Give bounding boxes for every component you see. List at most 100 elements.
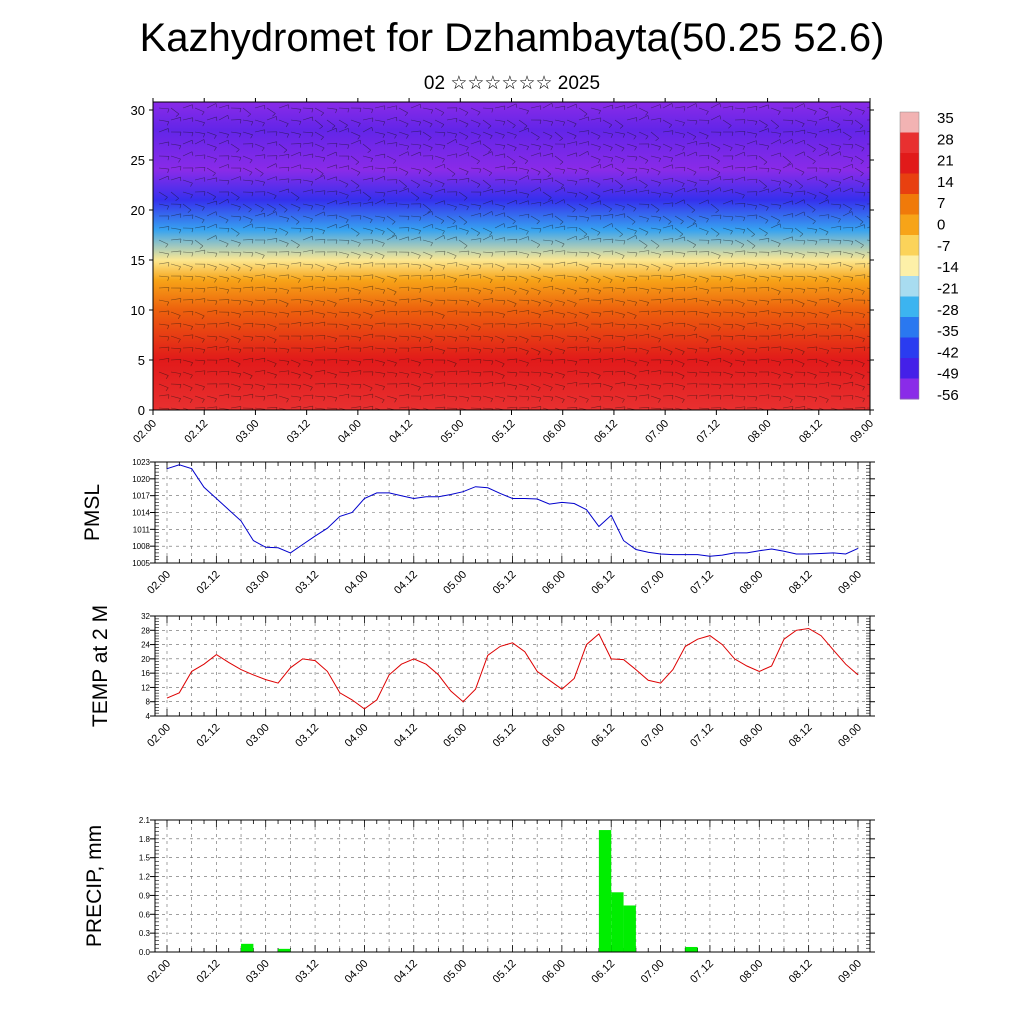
- wind-barb: [422, 223, 433, 229]
- wind-barb-flag: [755, 265, 758, 270]
- wind-barb: [278, 154, 289, 157]
- wind-barb: [422, 143, 433, 148]
- wind-barb-flag: [358, 254, 361, 259]
- wind-barb: [602, 163, 613, 169]
- wind-barb-flag: [742, 361, 746, 366]
- wind-barb: [662, 407, 674, 409]
- wind-barb: [266, 323, 277, 328]
- wind-barb-flag: [850, 267, 853, 271]
- wind-barb-flag: [583, 233, 588, 237]
- wind-barb-flag: [212, 172, 216, 177]
- wind-barb-flag: [729, 363, 733, 368]
- wind-barb-flag: [299, 385, 302, 390]
- wind-barb: [194, 395, 205, 400]
- x-tick-label: 09.00: [848, 418, 876, 446]
- wind-barb: [290, 383, 301, 386]
- wind-barb: [530, 251, 541, 254]
- wind-barb-flag: [742, 314, 746, 318]
- wind-barb-flag: [331, 125, 336, 129]
- wind-barb-flag: [491, 311, 494, 316]
- wind-barb-flag: [767, 277, 770, 282]
- wind-barb: [866, 179, 870, 181]
- wind-barb: [770, 215, 781, 221]
- wind-barb: [818, 167, 830, 169]
- wind-barb: [542, 224, 553, 229]
- x-tick-label: 02.12: [195, 958, 223, 986]
- wind-barb-flag: [812, 161, 816, 165]
- wind-barb: [434, 274, 445, 277]
- wind-barb-flag: [848, 137, 852, 141]
- wind-barb: [506, 406, 517, 409]
- wind-barb: [566, 131, 577, 137]
- wind-barb: [518, 167, 529, 171]
- wind-barb: [614, 275, 625, 279]
- wind-barb-flag: [656, 209, 660, 213]
- wind-barb: [458, 263, 469, 267]
- wind-barb-flag: [335, 288, 338, 293]
- wind-barb-flag: [719, 384, 722, 389]
- wind-barb: [734, 334, 745, 337]
- wind-barb-flag: [588, 236, 590, 241]
- wind-barb: [530, 347, 541, 353]
- wind-barb-flag: [573, 135, 577, 140]
- wind-barb-flag: [491, 337, 494, 342]
- wind-barb-flag: [177, 315, 181, 319]
- wind-barb: [338, 262, 349, 265]
- wind-barb: [278, 370, 289, 373]
- wind-barb-flag: [622, 278, 626, 282]
- wind-barb: [170, 117, 181, 121]
- wind-barb: [158, 128, 169, 133]
- wind-barb: [554, 167, 565, 171]
- wind-barb: [278, 263, 289, 266]
- wind-barb-flag: [826, 350, 829, 355]
- wind-barb-flag: [443, 336, 446, 341]
- wind-barb: [638, 359, 649, 363]
- wind-barb-flag: [635, 277, 638, 282]
- wind-barb: [698, 371, 710, 373]
- wind-barb-flag: [225, 267, 229, 272]
- wind-barb: [806, 311, 817, 315]
- wind-barb-flag: [453, 255, 457, 260]
- wind-barb-flag: [443, 164, 446, 169]
- wind-barb: [818, 128, 829, 133]
- wind-barb: [386, 359, 397, 364]
- wind-barb-flag: [323, 175, 326, 180]
- y-tick-label: 2.1: [139, 816, 151, 825]
- x-tick-label: 02.00: [145, 569, 173, 597]
- wind-barb: [362, 393, 373, 397]
- wind-barb: [782, 406, 793, 409]
- wind-barb-flag: [705, 339, 709, 344]
- wind-barb-flag: [539, 228, 542, 233]
- wind-barb-flag: [456, 179, 458, 184]
- wind-barb-flag: [851, 360, 854, 365]
- wind-barb: [158, 407, 169, 409]
- wind-barb: [314, 286, 325, 289]
- wind-barb-flag: [250, 301, 254, 306]
- wind-barb-flag: [228, 371, 230, 376]
- wind-barb-flag: [443, 325, 446, 330]
- wind-barb-flag: [825, 148, 829, 152]
- wind-barb: [686, 297, 697, 301]
- wind-barb-flag: [322, 301, 326, 306]
- wind-barb: [482, 107, 493, 109]
- wind-barb: [770, 239, 781, 244]
- wind-barb: [158, 394, 169, 397]
- wind-barb-flag: [239, 108, 242, 113]
- wind-barb: [266, 163, 277, 169]
- wind-barb: [770, 395, 781, 398]
- wind-barb: [422, 346, 433, 349]
- wind-barb: [770, 298, 781, 301]
- wind-barb: [854, 179, 865, 184]
- wind-barb: [638, 107, 649, 113]
- wind-barb-flag: [859, 125, 864, 129]
- wind-barb-flag: [204, 167, 206, 172]
- wind-barb-flag: [597, 232, 601, 236]
- wind-barb-flag: [825, 231, 829, 236]
- wind-barb: [686, 179, 697, 184]
- wind-barb-flag: [876, 408, 877, 412]
- wind-barb: [758, 155, 768, 163]
- wind-barb: [506, 179, 517, 182]
- wind-barb: [542, 167, 552, 175]
- wind-barb: [482, 381, 493, 385]
- wind-barb: [326, 200, 337, 205]
